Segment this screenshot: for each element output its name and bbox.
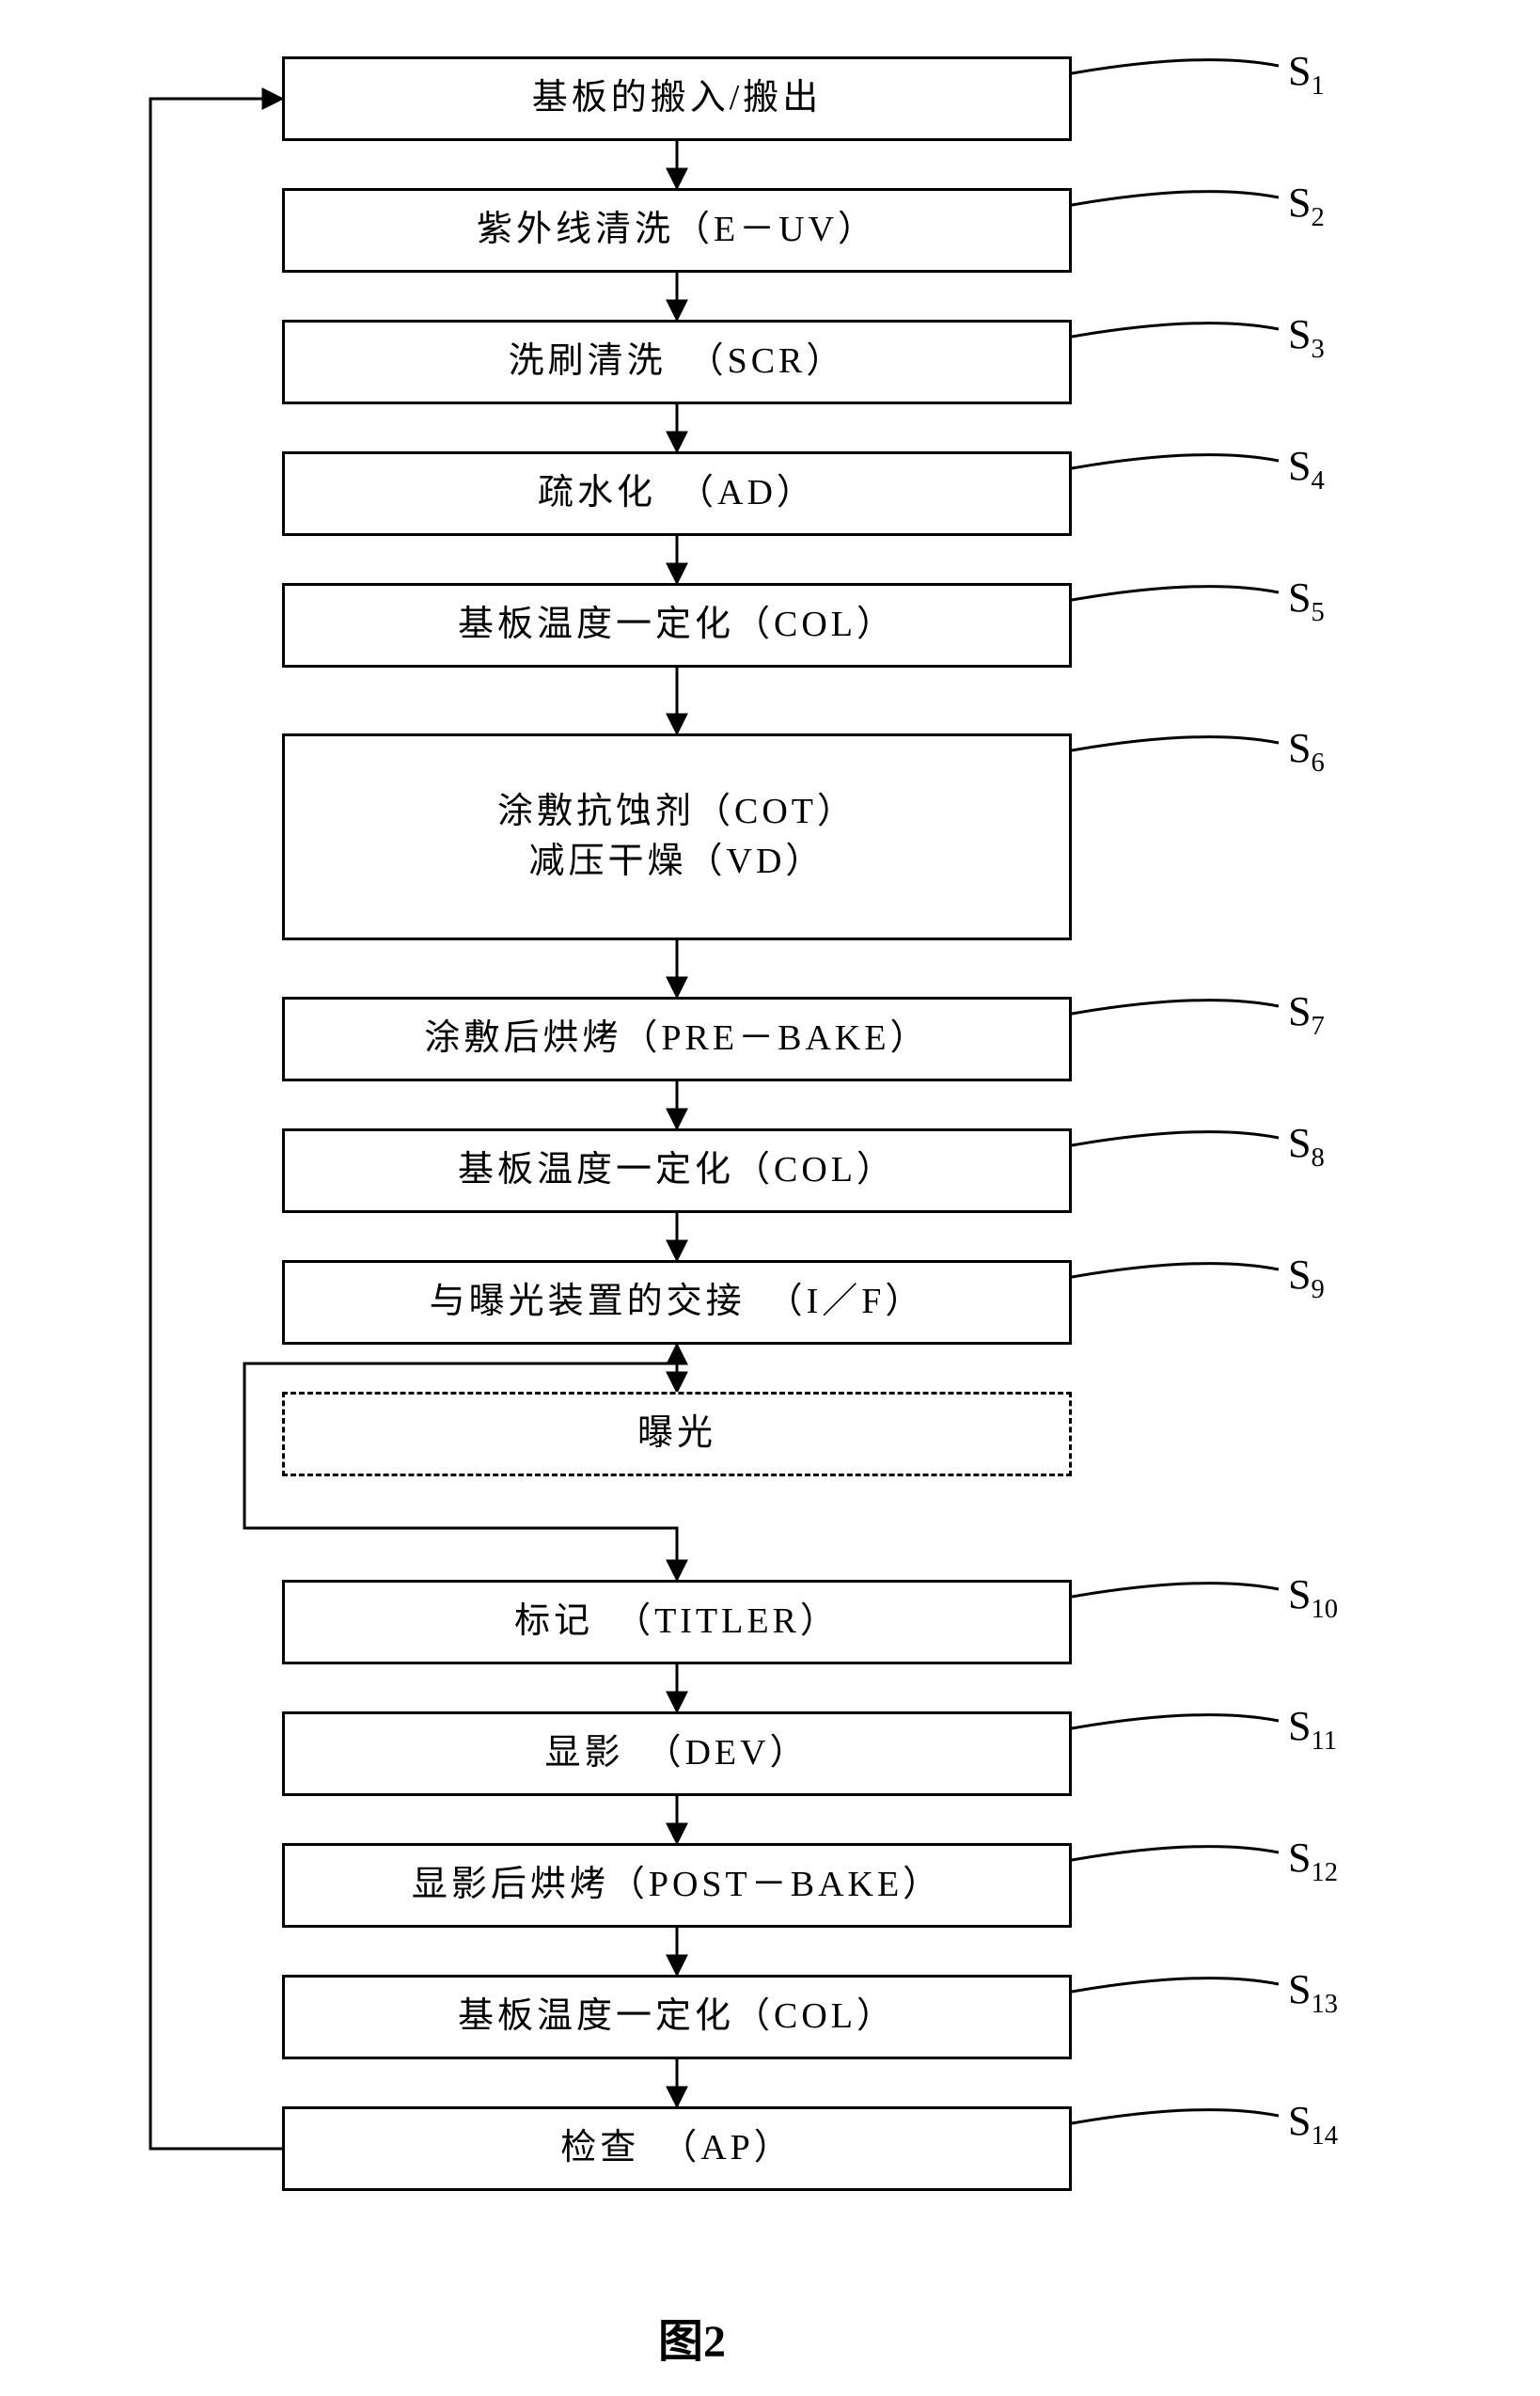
- step-text: 显影后烘烤（POST－BAKE）: [412, 1860, 942, 1910]
- step-s6: 涂敷抗蚀剂（COT） 减压干燥（VD）: [282, 733, 1072, 940]
- step-text: 涂敷后烘烤（PRE－BAKE）: [424, 1014, 929, 1064]
- step-label-s6: S6: [1288, 724, 1325, 779]
- step-s8: 基板温度一定化（COL）: [282, 1128, 1072, 1213]
- step-text: 曝光: [637, 1409, 716, 1458]
- step-s7: 涂敷后烘烤（PRE－BAKE）: [282, 997, 1072, 1081]
- step-text: 标记 （TITLER）: [514, 1597, 840, 1647]
- step-text: 涂敷抗蚀剂（COT） 减压干燥（VD）: [497, 787, 856, 887]
- step-s10: 标记 （TITLER）: [282, 1580, 1072, 1664]
- step-text: 基板温度一定化（COL）: [458, 1145, 896, 1195]
- step-s9: 与曝光装置的交接 （I／F）: [282, 1260, 1072, 1345]
- step-s1: 基板的搬入/搬出: [282, 56, 1072, 141]
- step-text: 检查 （AP）: [560, 2123, 794, 2173]
- step-s13: 基板温度一定化（COL）: [282, 1975, 1072, 2059]
- step-label-s14: S14: [1288, 2097, 1338, 2152]
- step-s11: 显影 （DEV）: [282, 1711, 1072, 1796]
- step-s5: 基板温度一定化（COL）: [282, 583, 1072, 668]
- step-s12: 显影后烘烤（POST－BAKE）: [282, 1843, 1072, 1928]
- step-text: 洗刷清洗 （SCR）: [509, 337, 846, 386]
- step-text: 基板温度一定化（COL）: [458, 600, 896, 650]
- step-label-s10: S10: [1288, 1570, 1338, 1625]
- step-exp: 曝光: [282, 1392, 1072, 1476]
- step-text: 基板的搬入/搬出: [532, 73, 823, 123]
- step-label-s5: S5: [1288, 574, 1325, 628]
- step-text: 疏水化 （AD）: [538, 468, 816, 518]
- figure-label: 图2: [658, 2304, 726, 2370]
- step-label-s1: S1: [1288, 47, 1325, 102]
- step-s4: 疏水化 （AD）: [282, 451, 1072, 536]
- step-label-s8: S8: [1288, 1119, 1325, 1174]
- step-label-s9: S9: [1288, 1251, 1325, 1305]
- step-text: 基板温度一定化（COL）: [458, 1992, 896, 2041]
- step-text: 与曝光装置的交接 （I／F）: [430, 1277, 925, 1327]
- step-s3: 洗刷清洗 （SCR）: [282, 320, 1072, 404]
- step-text: 显影 （DEV）: [544, 1728, 809, 1778]
- step-label-s2: S2: [1288, 179, 1325, 233]
- step-label-s12: S12: [1288, 1834, 1338, 1888]
- step-s14: 检查 （AP）: [282, 2106, 1072, 2191]
- step-label-s4: S4: [1288, 442, 1325, 497]
- step-label-s7: S7: [1288, 987, 1325, 1042]
- step-label-s3: S3: [1288, 310, 1325, 365]
- step-label-s13: S13: [1288, 1965, 1338, 2020]
- step-label-s11: S11: [1288, 1702, 1337, 1757]
- flowchart-canvas: 基板的搬入/搬出 S1 紫外线清洗（E－UV） S2 洗刷清洗 （SCR） S3 疏水化 （…: [0, 0, 1540, 2396]
- step-text: 紫外线清洗（E－UV）: [477, 205, 877, 255]
- step-s2: 紫外线清洗（E－UV）: [282, 188, 1072, 273]
